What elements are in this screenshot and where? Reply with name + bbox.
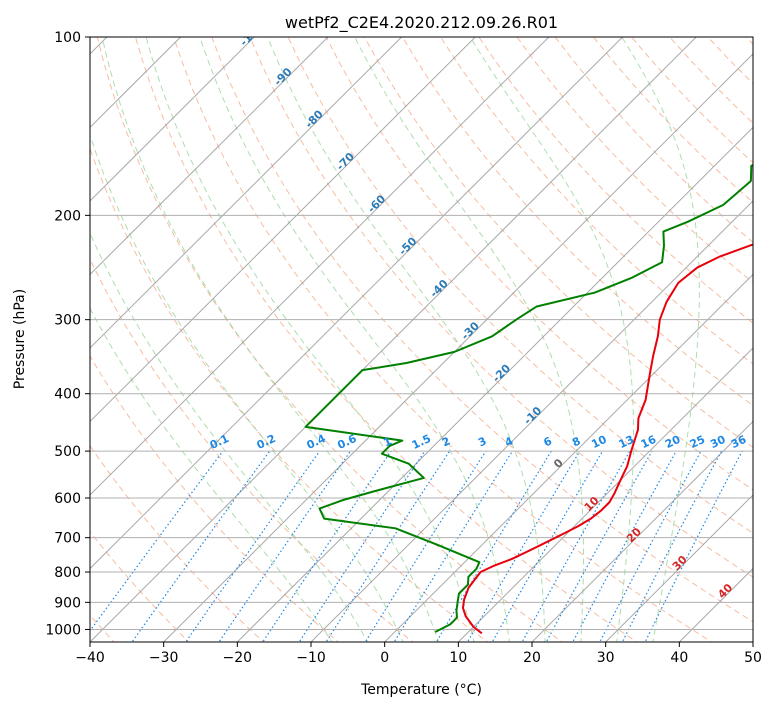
x-tick-label: 0 (380, 650, 389, 666)
mixing-ratio-label: 36 (729, 433, 749, 451)
mixing-ratio-label: 25 (688, 433, 707, 451)
mixing-ratio-line (185, 450, 321, 642)
mixing-ratio-label: 20 (663, 433, 683, 451)
dry-adiabat (249, 37, 753, 578)
isotherm (90, 37, 697, 642)
isotherm (236, 126, 753, 642)
mixing-ratio-label: 16 (639, 433, 659, 451)
dry-adiabat (287, 37, 753, 534)
sounding-series (304, 163, 753, 635)
isotherm (531, 420, 753, 642)
moist-adiabat (90, 231, 369, 642)
chart-title: wetPf2_C2E4.2020.212.09.26.R01 (285, 13, 558, 33)
dry-adiabat (478, 37, 753, 324)
isotherm (90, 37, 329, 276)
mixing-ratio-line (393, 450, 513, 642)
y-tick-label: 900 (54, 595, 81, 611)
x-tick-label: 50 (744, 650, 762, 666)
axes: −40 −30 −20 −10 0 10 20 30 40 50 1000 900 800 700 600 5… (45, 30, 762, 666)
x-tick-label: −10 (296, 650, 326, 666)
y-tick-label: 400 (54, 387, 81, 403)
mixing-ratio-label: 30 (708, 433, 728, 451)
mixing-ratio-line (262, 450, 392, 642)
mixing-ratio-label: 10 (589, 433, 609, 451)
dewpoint-series-line (304, 163, 753, 633)
mixing-ratio-line (572, 450, 677, 642)
mixing-ratio-line (621, 450, 722, 642)
y-tick-label: 800 (54, 565, 81, 581)
x-tick-label: 10 (449, 650, 467, 666)
isotherm (457, 347, 753, 642)
mixing-ratio-line (491, 450, 604, 642)
mixing-ratio-line (131, 450, 271, 642)
isotherm (90, 37, 550, 496)
mixing-ratio-line (644, 450, 743, 642)
mixing-ratio-line (364, 450, 487, 642)
y-tick-label: 700 (54, 531, 81, 547)
x-tick-label: 40 (670, 650, 688, 666)
y-tick-label: 600 (54, 491, 81, 507)
mixing-ratio-line (599, 450, 702, 642)
y-tick-label: 100 (54, 30, 81, 46)
isotherm (90, 37, 624, 570)
dry-adiabat (90, 258, 414, 642)
x-axis-label: Temperature (°C) (360, 682, 482, 698)
mixing-ratio-line (466, 450, 581, 642)
mixing-ratio-line (325, 450, 451, 642)
mixing-ratio-line (218, 450, 351, 642)
x-tick-label: 30 (597, 650, 615, 666)
isotherm (90, 37, 476, 423)
mixing-ratio-line (298, 450, 426, 642)
isotherm (310, 200, 753, 642)
isotherm (90, 37, 255, 202)
x-tick-label: −20 (223, 650, 253, 666)
x-tick-label: 20 (523, 650, 541, 666)
isotherm-label: -100 (237, 20, 266, 49)
y-tick-label: 500 (54, 444, 81, 460)
isotherm (383, 273, 753, 642)
isotherm (604, 494, 753, 642)
plot-frame (89, 36, 754, 643)
y-tick-label: 1000 (45, 622, 81, 638)
isotherm (90, 37, 403, 349)
mixing-ratio-line (90, 450, 224, 632)
dry-adiabat (325, 37, 753, 491)
dry-adiabat (402, 37, 753, 407)
dry-adiabat (363, 37, 753, 448)
y-axis-label: Pressure (hPa) (12, 289, 28, 389)
temperature-series-line (461, 243, 753, 635)
y-tick-label: 200 (54, 208, 81, 224)
mixing-ratio-label: 13 (617, 433, 636, 451)
dry-adiabat (440, 37, 753, 365)
x-tick-label: −30 (149, 650, 179, 666)
y-tick-label: 300 (54, 313, 81, 329)
x-tick-label: −40 (75, 650, 105, 666)
isotherm (162, 53, 753, 642)
